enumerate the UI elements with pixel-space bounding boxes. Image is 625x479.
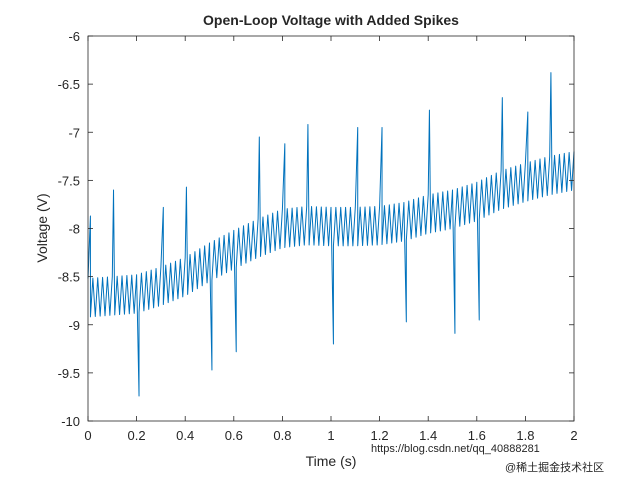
- x-tick-label: 0: [84, 428, 91, 443]
- x-tick-label: 1.4: [419, 428, 437, 443]
- y-tick-label: -8: [68, 222, 80, 237]
- series-layer: [87, 72, 575, 397]
- x-tick-label: 0.6: [225, 428, 243, 443]
- axes-layer: 0 0.2 0.4 0.6 0.8 1 1.2 1.4 1.6 1.8 2 -10 -9.5 -9 -8.5…: [58, 29, 578, 443]
- y-tick-label: -9.5: [58, 366, 80, 381]
- y-axis-label: Voltage (V): [34, 193, 50, 262]
- watermark-url: https://blog.csdn.net/qq_40888281: [371, 443, 540, 455]
- x-tick-label: 0.8: [273, 428, 291, 443]
- watermark-brand: @稀土掘金技术社区: [505, 460, 604, 474]
- x-tick-label: 2: [570, 428, 577, 443]
- y-tick-label: -7: [68, 125, 80, 140]
- series-line: [87, 72, 575, 397]
- y-tick-label: -8.5: [58, 270, 80, 285]
- x-axis-label: Time (s): [306, 453, 357, 469]
- x-tick-label: 1.8: [516, 428, 534, 443]
- x-tick-label: 1.6: [468, 428, 486, 443]
- x-tick-label: 1: [327, 428, 334, 443]
- x-tick-label: 1.2: [371, 428, 389, 443]
- x-tick-label: 0.4: [176, 428, 194, 443]
- y-tick-label: -6: [68, 29, 80, 44]
- y-tick-label: -6.5: [58, 77, 80, 92]
- y-tick-label: -9: [68, 318, 80, 333]
- y-tick-label: -10: [61, 414, 80, 429]
- y-tick-label: -7.5: [58, 173, 80, 188]
- x-tick-label: 0.2: [128, 428, 146, 443]
- chart-title: Open-Loop Voltage with Added Spikes: [203, 12, 459, 28]
